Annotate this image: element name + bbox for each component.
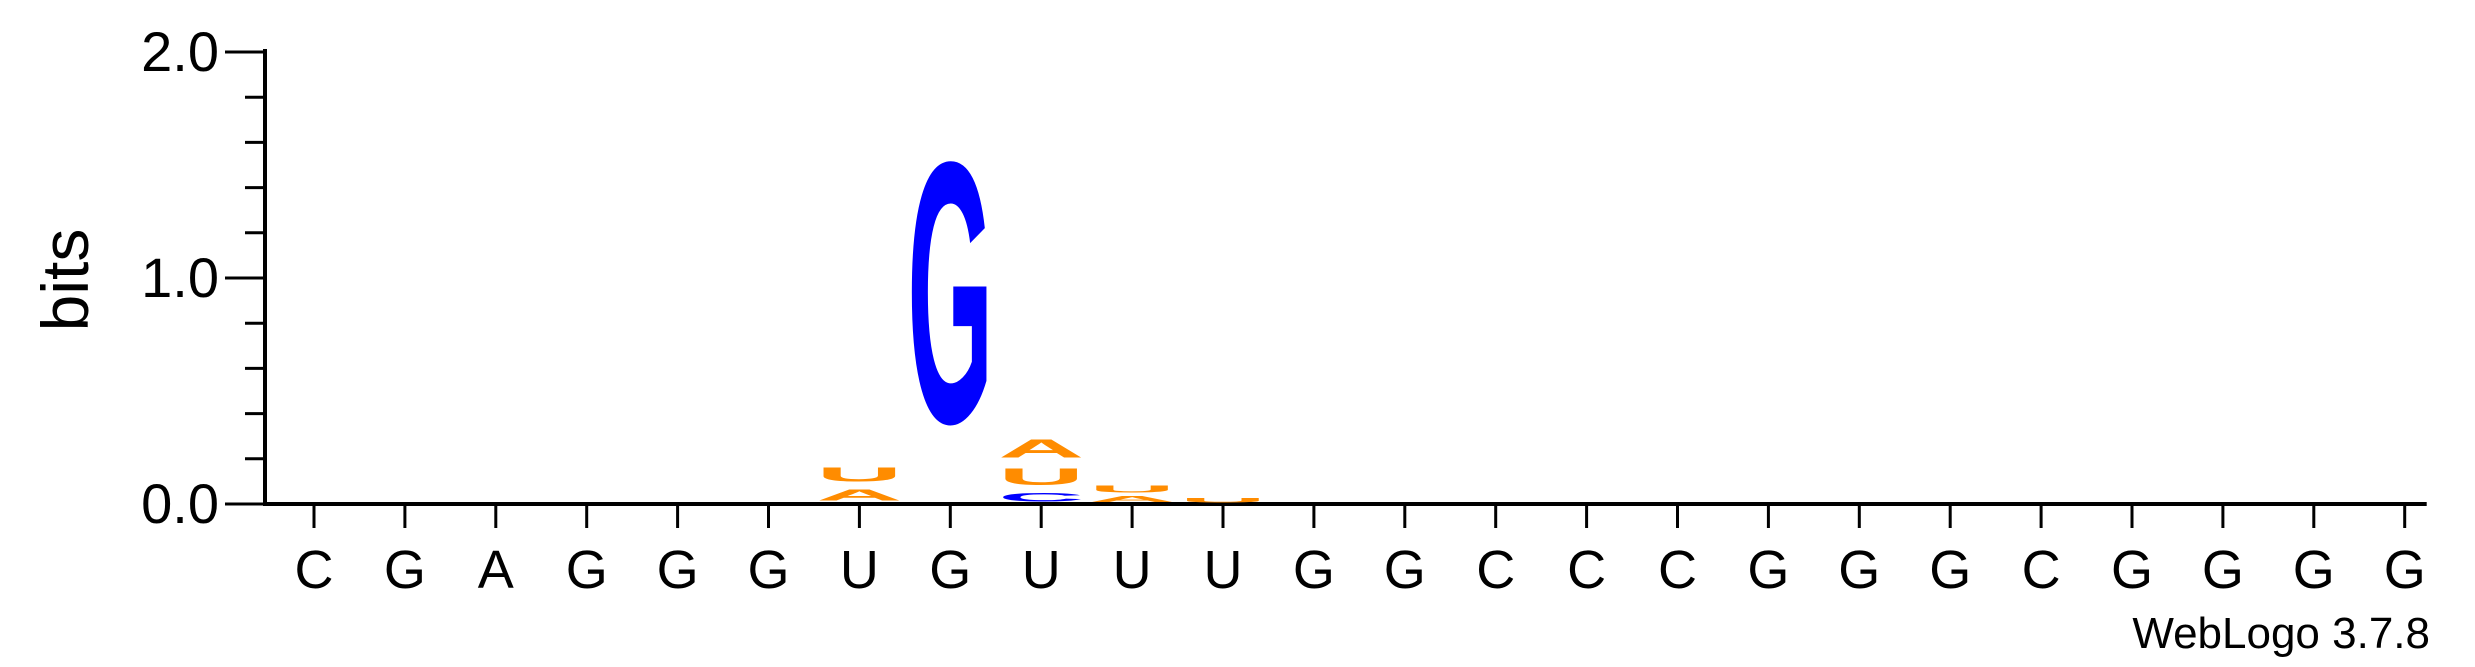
x-tick-label: G	[2293, 540, 2335, 600]
x-tick-label: G	[2384, 540, 2426, 600]
x-tick-label: C	[1476, 540, 1515, 600]
logo-letter-A: A	[998, 434, 1084, 463]
x-tick-label: G	[2111, 540, 2153, 600]
x-tick-label: U	[1204, 540, 1243, 600]
x-tick-label: G	[1929, 540, 1971, 600]
x-tick-label: C	[2022, 540, 2061, 600]
logo-letter-U: U	[816, 464, 902, 486]
y-tick-label: 2.0	[141, 20, 219, 83]
logo-letter-U: U	[998, 463, 1084, 490]
y-tick-label: 1.0	[141, 246, 219, 309]
x-tick-label: C	[295, 540, 334, 600]
x-tick-label: G	[1838, 540, 1880, 600]
x-tick-label: G	[747, 540, 789, 600]
x-tick-label: U	[1113, 540, 1152, 600]
x-tick-label: U	[840, 540, 879, 600]
logo-letter-A: A	[816, 486, 902, 504]
x-tick-label: G	[1747, 540, 1789, 600]
x-tick-label: G	[2202, 540, 2244, 600]
x-tick-label: G	[1384, 540, 1426, 600]
x-tick-label: C	[1658, 540, 1697, 600]
credit-label: WebLogo 3.7.8	[2132, 609, 2430, 658]
y-axis: 0.0 1.0 2.0	[141, 20, 267, 535]
logo-letter-C: C	[998, 490, 1084, 504]
logo-letter-G: G	[907, 86, 993, 502]
x-tick-label: G	[384, 540, 426, 600]
y-tick-label: 0.0	[141, 472, 219, 535]
logo-letter-U: U	[1089, 484, 1175, 495]
x-tick-label: U	[1022, 540, 1061, 600]
y-axis-label: bits	[28, 229, 102, 332]
logo-letter-U: U	[1180, 497, 1266, 504]
x-tick-label: G	[1293, 540, 1335, 600]
x-tick-label: A	[478, 540, 514, 600]
x-tick-label: G	[929, 540, 971, 600]
x-tick-label: G	[657, 540, 699, 600]
x-tick-label: G	[566, 540, 608, 600]
logo-letter-A: A	[1089, 495, 1175, 504]
x-tick-label: C	[1567, 540, 1606, 600]
